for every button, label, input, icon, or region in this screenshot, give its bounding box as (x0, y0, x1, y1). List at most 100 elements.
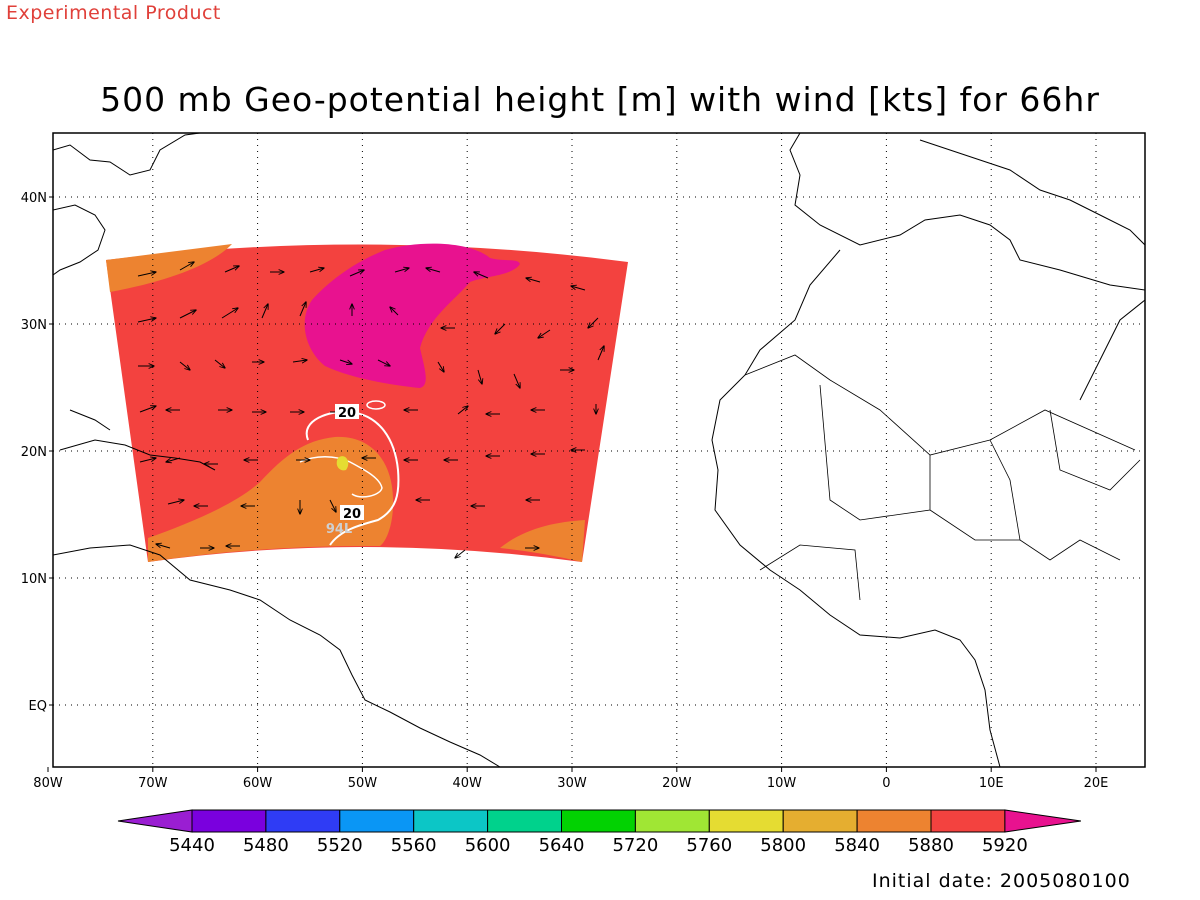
wind-vector (329, 499, 336, 512)
longitude-label: 10W (767, 776, 797, 791)
height-fill-5880-south (148, 436, 394, 562)
wind-vector (167, 500, 184, 505)
political-borders (744, 354, 1141, 601)
map-title: 500 mb Geo-potential height [m] with win… (100, 80, 1100, 119)
latitude-label: 20N (21, 445, 47, 460)
colorbar-swatch (413, 809, 489, 833)
coastlines (53, 133, 1145, 767)
wind-vector (179, 361, 190, 370)
latitude-label: 10N (21, 572, 47, 587)
longitude-label: 10E (979, 776, 1004, 791)
wind-vectors (137, 262, 604, 558)
colorbar-label: 5560 (391, 835, 437, 856)
colorbar-swatch (930, 809, 1006, 833)
wind-vector (349, 270, 364, 277)
colorbar-label: 5520 (317, 835, 363, 856)
colorbar-label: 5440 (169, 835, 215, 856)
wind-vector (139, 458, 156, 463)
colorbar-arrow-low (117, 809, 193, 833)
wind-vector (495, 323, 506, 334)
wind-vector (137, 272, 156, 277)
wind-vector (426, 268, 441, 273)
wind-vector (526, 278, 541, 283)
colorbar-swatch (708, 809, 784, 833)
wind-vector (455, 549, 466, 558)
experimental-product-label: Experimental Product (6, 2, 221, 24)
colorbar-label: 5840 (834, 835, 880, 856)
wind-vector (339, 359, 352, 364)
height-fill-5880-north (106, 244, 232, 292)
colorbar-swatch (561, 809, 636, 833)
map-area: 20 20 94L (53, 133, 1145, 767)
colorbar: 5440 5480 5520 5560 5600 5640 5720 5760 5800 5840… (117, 809, 1081, 856)
wind-vector (224, 266, 239, 273)
wind-vector (299, 302, 306, 317)
longitude-labels: 80W 70W 60W 50W 40W 30W 20W 10W 0 10E 20E (33, 767, 1108, 791)
wind-vector (309, 268, 324, 273)
colorbar-swatch (782, 809, 858, 833)
wind-vector (571, 286, 586, 291)
storm-label-94l: 94L (326, 522, 352, 537)
wind-vector (474, 272, 489, 279)
latitude-labels: 40N 30N 20N 10N EQ (21, 191, 53, 714)
colorbar-swatch (339, 809, 415, 833)
contour-label-20-north: 20 (335, 404, 359, 421)
wind-vector (179, 310, 196, 319)
colorbar-arrow-high (1004, 809, 1081, 833)
wind-vector (261, 304, 268, 319)
graticule (53, 133, 1145, 767)
wind-vector (477, 369, 482, 384)
colorbar-swatch (856, 809, 932, 833)
longitude-label: 80W (33, 776, 63, 791)
longitude-label: 40W (452, 776, 482, 791)
wind-contour-inner (299, 456, 383, 498)
wind-vector (390, 307, 399, 316)
wind-contour-small (366, 400, 386, 410)
colorbar-label: 5800 (760, 835, 806, 856)
wind-vector (597, 346, 604, 361)
wind-vector (513, 373, 520, 388)
longitude-label: 50W (348, 776, 378, 791)
longitude-label: 70W (138, 776, 168, 791)
height-fill-above-5920 (304, 243, 520, 388)
wind-vector (394, 268, 409, 273)
colorbar-label: 5640 (539, 835, 585, 856)
initial-date-label: Initial date: 2005080100 (872, 870, 1131, 892)
contour-label-20-south: 20 (340, 505, 364, 522)
wind-vector (457, 406, 468, 415)
colorbar-label: 5880 (908, 835, 954, 856)
wind-vector (214, 359, 225, 368)
wind-vector (377, 359, 390, 366)
wind-vector (137, 318, 156, 323)
colorbar-swatch (191, 809, 267, 833)
svg-text:20: 20 (338, 406, 356, 421)
wind-vector (221, 308, 238, 319)
latitude-label: 40N (21, 191, 47, 206)
svg-text:20: 20 (343, 507, 361, 522)
wind-vector (292, 360, 307, 362)
tiny-patch (336, 456, 349, 471)
map-frame (52, 132, 1146, 768)
colorbar-label: 5920 (982, 835, 1028, 856)
wind-contour-20 (305, 410, 400, 546)
wind-vector (179, 262, 194, 271)
wind-vector (538, 329, 551, 338)
latitude-label: 30N (21, 318, 47, 333)
wind-vector (588, 317, 599, 328)
longitude-label: 30W (557, 776, 587, 791)
wind-vector (156, 544, 171, 549)
wind-vector (437, 361, 444, 372)
height-fill-5880-se (500, 520, 585, 562)
colorbar-swatch (487, 809, 563, 833)
colorbar-label: 5480 (243, 835, 289, 856)
colorbar-label: 5760 (686, 835, 732, 856)
colorbar-label: 5600 (465, 835, 511, 856)
colorbar-swatch (265, 809, 341, 833)
longitude-label: 20E (1084, 776, 1109, 791)
colorbar-swatch (634, 809, 710, 833)
longitude-label: 0 (882, 776, 890, 791)
wind-vector (139, 406, 156, 413)
latitude-label: EQ (29, 699, 47, 714)
longitude-label: 60W (243, 776, 273, 791)
